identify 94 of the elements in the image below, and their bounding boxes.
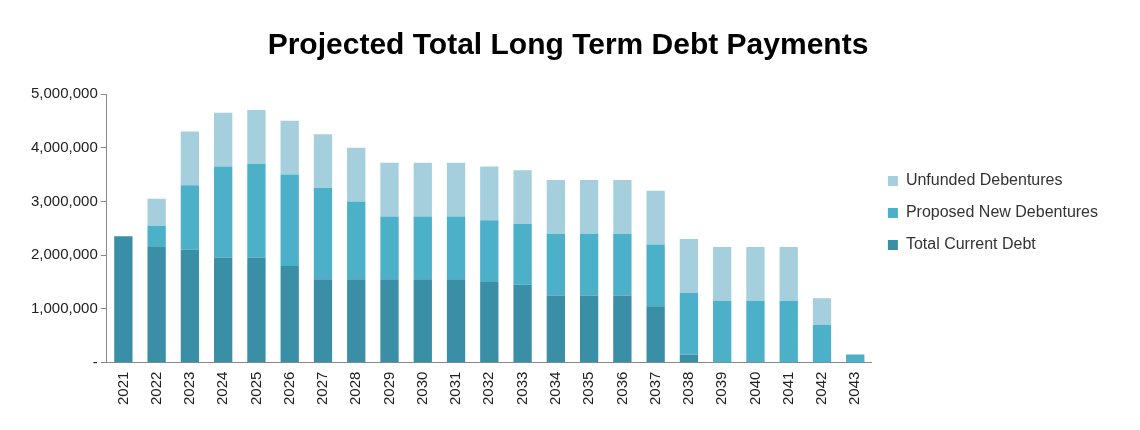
bar bbox=[147, 247, 166, 363]
bar bbox=[579, 295, 599, 363]
bar bbox=[214, 166, 233, 258]
bar bbox=[779, 300, 798, 363]
bar bbox=[679, 292, 699, 355]
x-tick-label: 2024 bbox=[213, 371, 231, 406]
x-tick-label: 2041 bbox=[778, 371, 796, 406]
y-tick-label: 1,000,000 bbox=[31, 299, 98, 317]
bar bbox=[480, 166, 499, 221]
bar bbox=[280, 265, 299, 363]
bar bbox=[347, 147, 366, 202]
bar bbox=[513, 170, 532, 225]
chart-title: Projected Total Long Term Debt Payments bbox=[267, 27, 869, 61]
bar bbox=[579, 233, 599, 296]
bar bbox=[147, 198, 166, 226]
bar bbox=[413, 216, 432, 280]
bar bbox=[247, 257, 266, 363]
bar bbox=[513, 284, 532, 363]
legend-label: Total Current Debt bbox=[905, 235, 1037, 253]
x-tick-label: 2030 bbox=[412, 371, 430, 406]
x-tick-label: 2023 bbox=[180, 371, 198, 406]
y-tick-label: 2,000,000 bbox=[31, 245, 98, 263]
x-tick-label: 2036 bbox=[612, 371, 630, 406]
bar bbox=[180, 185, 200, 250]
x-tick-label: 2037 bbox=[645, 371, 663, 406]
bar bbox=[214, 257, 233, 363]
bar bbox=[546, 233, 565, 296]
bar bbox=[446, 216, 466, 280]
x-tick-label: 2026 bbox=[279, 371, 297, 406]
bar bbox=[546, 295, 565, 363]
bar bbox=[380, 216, 399, 280]
bar bbox=[846, 354, 865, 363]
bar bbox=[114, 236, 133, 363]
bar bbox=[646, 190, 665, 245]
x-tick-label: 2028 bbox=[346, 371, 364, 406]
x-tick-label: 2027 bbox=[313, 371, 331, 406]
x-tick-label: 2042 bbox=[812, 371, 830, 406]
bar bbox=[812, 298, 832, 326]
legend-label: Unfunded Debentures bbox=[905, 171, 1063, 189]
bar bbox=[779, 247, 798, 301]
x-tick-label: 2034 bbox=[545, 371, 563, 406]
bar bbox=[280, 120, 299, 175]
bar bbox=[380, 279, 399, 363]
bar bbox=[613, 295, 632, 363]
y-tick-label: - bbox=[92, 352, 98, 370]
bar bbox=[613, 233, 632, 296]
y-tick-label: 5,000,000 bbox=[31, 84, 98, 102]
x-tick-label: 2039 bbox=[712, 371, 730, 406]
bar bbox=[646, 306, 665, 363]
bar bbox=[513, 224, 532, 285]
x-tick-label: 2031 bbox=[446, 371, 464, 406]
x-tick-label: 2038 bbox=[679, 371, 697, 406]
bar bbox=[613, 179, 632, 234]
bar bbox=[380, 162, 399, 217]
bar bbox=[446, 279, 466, 363]
bar bbox=[713, 300, 732, 363]
x-tick-label: 2032 bbox=[479, 371, 497, 406]
bar bbox=[313, 134, 333, 189]
bar bbox=[247, 163, 266, 258]
bar bbox=[214, 112, 233, 167]
bar bbox=[313, 279, 333, 363]
bar bbox=[812, 325, 832, 363]
bar bbox=[313, 188, 333, 280]
x-tick-label: 2022 bbox=[146, 371, 164, 406]
bar bbox=[679, 354, 699, 363]
x-tick-label: 2021 bbox=[113, 371, 131, 406]
x-tick-label: 2033 bbox=[512, 371, 530, 406]
bar bbox=[480, 220, 499, 283]
x-tick-label: 2025 bbox=[246, 371, 264, 406]
bar bbox=[413, 162, 432, 217]
bar bbox=[247, 110, 266, 164]
bar bbox=[746, 300, 765, 363]
bar bbox=[546, 179, 565, 234]
legend-label: Proposed New Debentures bbox=[905, 203, 1098, 221]
bar bbox=[180, 249, 200, 363]
bar bbox=[746, 247, 765, 301]
bar bbox=[280, 174, 299, 266]
bar bbox=[646, 244, 665, 307]
bar bbox=[480, 282, 499, 363]
bar bbox=[579, 179, 599, 234]
x-tick-label: 2040 bbox=[745, 371, 763, 406]
y-tick-label: 4,000,000 bbox=[31, 137, 98, 155]
bar bbox=[713, 247, 732, 301]
x-tick-label: 2029 bbox=[379, 371, 397, 406]
x-tick-label: 2043 bbox=[845, 371, 863, 406]
bar bbox=[147, 225, 166, 248]
bar bbox=[347, 279, 366, 363]
bar bbox=[446, 162, 466, 217]
bar bbox=[180, 131, 200, 186]
x-tick-label: 2035 bbox=[579, 371, 597, 406]
bar bbox=[413, 279, 432, 363]
y-tick-label: 3,000,000 bbox=[31, 191, 98, 209]
bar bbox=[679, 239, 699, 293]
bar bbox=[347, 201, 366, 280]
